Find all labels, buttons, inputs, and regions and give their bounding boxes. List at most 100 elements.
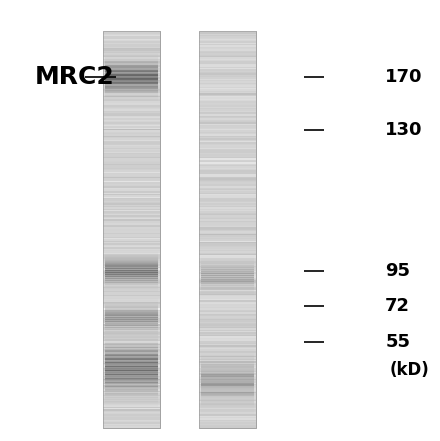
FancyBboxPatch shape <box>103 72 160 74</box>
FancyBboxPatch shape <box>199 372 256 374</box>
FancyBboxPatch shape <box>202 379 254 380</box>
FancyBboxPatch shape <box>199 113 256 115</box>
FancyBboxPatch shape <box>103 53 160 55</box>
FancyBboxPatch shape <box>199 57 256 59</box>
FancyBboxPatch shape <box>103 34 160 35</box>
FancyBboxPatch shape <box>105 384 158 385</box>
FancyBboxPatch shape <box>199 127 256 128</box>
FancyBboxPatch shape <box>199 187 256 189</box>
FancyBboxPatch shape <box>103 193 160 194</box>
FancyBboxPatch shape <box>103 274 160 276</box>
FancyBboxPatch shape <box>103 121 160 123</box>
FancyBboxPatch shape <box>105 78 158 80</box>
FancyBboxPatch shape <box>105 308 158 310</box>
FancyBboxPatch shape <box>199 223 256 225</box>
FancyBboxPatch shape <box>105 318 158 320</box>
FancyBboxPatch shape <box>103 39 160 41</box>
Text: 170: 170 <box>385 68 423 86</box>
FancyBboxPatch shape <box>105 280 158 281</box>
FancyBboxPatch shape <box>199 255 256 257</box>
FancyBboxPatch shape <box>202 268 254 269</box>
FancyBboxPatch shape <box>202 283 254 284</box>
FancyBboxPatch shape <box>103 222 160 224</box>
FancyBboxPatch shape <box>105 310 158 311</box>
FancyBboxPatch shape <box>103 185 160 187</box>
FancyBboxPatch shape <box>199 381 256 383</box>
FancyBboxPatch shape <box>103 146 160 148</box>
FancyBboxPatch shape <box>105 310 158 312</box>
FancyBboxPatch shape <box>103 174 160 176</box>
FancyBboxPatch shape <box>199 65 256 67</box>
FancyBboxPatch shape <box>199 391 256 392</box>
FancyBboxPatch shape <box>199 278 256 280</box>
FancyBboxPatch shape <box>199 345 256 347</box>
FancyBboxPatch shape <box>199 233 256 235</box>
FancyBboxPatch shape <box>105 306 158 307</box>
FancyBboxPatch shape <box>105 66 158 67</box>
FancyBboxPatch shape <box>105 90 158 91</box>
FancyBboxPatch shape <box>199 407 256 408</box>
FancyBboxPatch shape <box>199 360 256 362</box>
FancyBboxPatch shape <box>199 121 256 123</box>
FancyBboxPatch shape <box>199 283 256 285</box>
FancyBboxPatch shape <box>103 388 160 390</box>
FancyBboxPatch shape <box>202 371 254 372</box>
FancyBboxPatch shape <box>103 292 160 294</box>
FancyBboxPatch shape <box>103 41 160 43</box>
FancyBboxPatch shape <box>199 352 256 354</box>
FancyBboxPatch shape <box>105 262 158 263</box>
FancyBboxPatch shape <box>202 384 254 386</box>
FancyBboxPatch shape <box>199 227 256 229</box>
FancyBboxPatch shape <box>103 195 160 197</box>
FancyBboxPatch shape <box>199 125 256 127</box>
FancyBboxPatch shape <box>199 31 256 428</box>
FancyBboxPatch shape <box>199 123 256 124</box>
FancyBboxPatch shape <box>199 361 256 363</box>
FancyBboxPatch shape <box>103 115 160 116</box>
FancyBboxPatch shape <box>199 321 256 323</box>
FancyBboxPatch shape <box>105 308 158 309</box>
FancyBboxPatch shape <box>105 91 158 93</box>
FancyBboxPatch shape <box>105 363 158 365</box>
FancyBboxPatch shape <box>103 237 160 239</box>
FancyBboxPatch shape <box>202 276 254 277</box>
FancyBboxPatch shape <box>199 232 256 233</box>
FancyBboxPatch shape <box>103 197 160 198</box>
FancyBboxPatch shape <box>103 213 160 214</box>
FancyBboxPatch shape <box>105 372 158 374</box>
FancyBboxPatch shape <box>199 341 256 343</box>
FancyBboxPatch shape <box>199 230 256 232</box>
FancyBboxPatch shape <box>103 199 160 201</box>
FancyBboxPatch shape <box>199 396 256 398</box>
FancyBboxPatch shape <box>103 249 160 250</box>
FancyBboxPatch shape <box>199 327 256 329</box>
FancyBboxPatch shape <box>199 275 256 277</box>
FancyBboxPatch shape <box>199 116 256 118</box>
FancyBboxPatch shape <box>199 349 256 351</box>
FancyBboxPatch shape <box>202 280 254 282</box>
FancyBboxPatch shape <box>103 166 160 168</box>
FancyBboxPatch shape <box>105 380 158 381</box>
FancyBboxPatch shape <box>105 60 158 61</box>
FancyBboxPatch shape <box>103 61 160 63</box>
FancyBboxPatch shape <box>202 385 254 387</box>
FancyBboxPatch shape <box>199 162 256 164</box>
FancyBboxPatch shape <box>105 273 158 275</box>
FancyBboxPatch shape <box>105 373 158 375</box>
FancyBboxPatch shape <box>199 241 256 243</box>
FancyBboxPatch shape <box>103 262 160 264</box>
FancyBboxPatch shape <box>103 178 160 180</box>
FancyBboxPatch shape <box>199 186 256 188</box>
FancyBboxPatch shape <box>103 100 160 102</box>
FancyBboxPatch shape <box>199 103 256 105</box>
FancyBboxPatch shape <box>103 347 160 348</box>
FancyBboxPatch shape <box>105 339 158 341</box>
FancyBboxPatch shape <box>103 315 160 317</box>
FancyBboxPatch shape <box>103 361 160 363</box>
FancyBboxPatch shape <box>103 259 160 261</box>
FancyBboxPatch shape <box>202 284 254 285</box>
FancyBboxPatch shape <box>103 296 160 298</box>
FancyBboxPatch shape <box>103 375 160 377</box>
FancyBboxPatch shape <box>199 295 256 297</box>
FancyBboxPatch shape <box>199 419 256 420</box>
